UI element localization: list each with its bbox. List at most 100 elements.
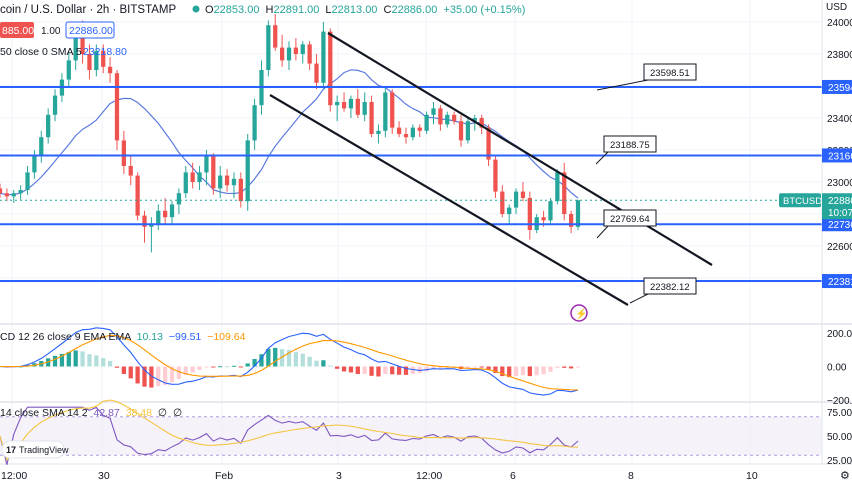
current-price-tag xyxy=(822,193,852,220)
annotation-box[interactable] xyxy=(603,135,657,153)
level-price-label: 22381 xyxy=(828,277,852,288)
tradingview-watermark[interactable]: 17 TradingView xyxy=(1,440,69,459)
annotation-box[interactable] xyxy=(603,209,657,227)
rsi-axis-label: 75.00 xyxy=(827,408,852,419)
candle-body xyxy=(87,54,92,70)
macd-axis-label: 200.00 xyxy=(827,329,852,340)
level-price-label: 22736 xyxy=(828,220,852,231)
candle-body xyxy=(369,102,374,134)
macd-histogram-bar xyxy=(128,366,133,379)
macd-histogram-bar xyxy=(273,347,278,367)
time-tick-label: 8 xyxy=(628,470,634,482)
macd-histogram-bar xyxy=(66,352,71,367)
macd-histogram-bar xyxy=(107,360,113,367)
annotation-price: 22382.12 xyxy=(650,282,690,293)
macd-histogram-bar xyxy=(156,366,161,387)
annotation-leader-line xyxy=(596,79,649,91)
macd-histogram-bar xyxy=(479,366,484,368)
macd-histogram-bar xyxy=(348,366,354,373)
candle-body xyxy=(575,200,581,227)
price-axis[interactable]: 24000.0023800.0023600.0023400.0023200.00… xyxy=(779,2,852,467)
candle-body xyxy=(376,130,381,134)
tradingview-logo-icon: 17 xyxy=(6,445,16,455)
macd-histogram-bar xyxy=(59,353,65,367)
rsi-ma-line xyxy=(0,399,579,462)
sell-button[interactable] xyxy=(0,22,34,38)
macd-histogram-bar xyxy=(231,365,237,367)
candle-body xyxy=(266,25,271,70)
macd-histogram-bar xyxy=(169,366,175,383)
market-status-icon xyxy=(192,5,200,13)
rsi-legend[interactable]: 14 close SMA 14 2 42.87 38.48 ∅ ∅ xyxy=(0,407,182,419)
candle-body xyxy=(396,127,402,134)
channel-lower-trendline[interactable] xyxy=(269,94,629,306)
candle-body xyxy=(121,140,126,166)
high-value: 22891.00 xyxy=(273,4,319,16)
rsi-value-4: ∅ xyxy=(173,407,182,419)
candle-body xyxy=(321,31,326,83)
price-annotations[interactable]: 23598.51 23188.75 22769.64 22382.12 xyxy=(595,63,697,304)
macd-histogram-bar xyxy=(190,366,195,373)
event-marker[interactable]: ⚡ xyxy=(570,304,588,322)
candle-body xyxy=(555,172,560,202)
sma-legend-value: 23218.80 xyxy=(83,46,127,58)
macd-pane xyxy=(0,327,581,396)
candle-body xyxy=(541,217,546,221)
macd-histogram-bar xyxy=(149,366,154,388)
macd-legend-label: CD 12 26 close 9 EMA EMA xyxy=(0,331,131,343)
macd-histogram-bar xyxy=(438,366,443,370)
macd-legend[interactable]: CD 12 26 close 9 EMA EMA 10.13 −99.51 −1… xyxy=(0,331,246,343)
macd-histogram-bar xyxy=(211,366,216,368)
symbol-tag xyxy=(779,193,821,208)
candle-body xyxy=(18,190,23,194)
candle-body xyxy=(4,193,10,197)
candle-body xyxy=(513,191,519,208)
candle-body xyxy=(73,38,78,61)
macd-histogram-bar xyxy=(500,366,505,377)
time-tick-label: 3 xyxy=(336,470,342,482)
candle-body xyxy=(142,215,147,227)
candle-body xyxy=(438,108,443,125)
macd-histogram-bar xyxy=(121,366,126,374)
low-value: 22813.00 xyxy=(332,4,378,16)
candle-body xyxy=(94,50,99,70)
candle-body xyxy=(293,47,299,54)
candle-body xyxy=(252,105,257,141)
level-price-tag xyxy=(822,79,852,94)
macd-histogram-bar xyxy=(355,366,360,375)
macd-histogram-bar xyxy=(163,366,168,385)
annotation-box[interactable] xyxy=(643,277,697,295)
macd-histogram-bar xyxy=(383,366,388,374)
candle-body xyxy=(183,172,188,194)
candle-body xyxy=(348,98,354,109)
macd-histogram-bar xyxy=(204,366,209,368)
symbol-title[interactable]: coin / U.S. Dollar · 2h · BITSTAMP xyxy=(0,4,176,16)
level-price-tag xyxy=(822,148,852,163)
macd-histogram-bar xyxy=(259,354,264,367)
currency-label: USD xyxy=(826,2,847,13)
candle-body xyxy=(273,25,278,48)
macd-histogram-bar xyxy=(245,363,250,367)
candle-body xyxy=(562,172,567,214)
candle-body xyxy=(156,210,161,224)
sma-legend-label[interactable]: 50 close 0 SMA 5 xyxy=(0,46,82,58)
candle-body xyxy=(458,121,464,141)
candle-body xyxy=(507,207,512,214)
ohlc-readout: O22853.00 H22891.00 L22813.00 C22886.00 … xyxy=(205,4,525,16)
low-label: L xyxy=(325,4,331,16)
annotation-price: 23598.51 xyxy=(650,68,690,79)
macd-histogram-bar xyxy=(293,352,299,367)
level-price-label: 23166 xyxy=(828,151,852,162)
candle-body xyxy=(403,134,409,138)
time-axis[interactable]: 12:00 30 Feb 3 12:00 6 8 10 xyxy=(1,470,758,482)
rsi-axis-label: 50.00 xyxy=(827,432,852,443)
rsi-value-1: 42.87 xyxy=(93,407,119,419)
current-price-label: 22886 xyxy=(828,196,852,207)
macd-histogram-bar xyxy=(266,348,271,367)
buy-button[interactable] xyxy=(65,21,115,39)
candle-body xyxy=(472,118,477,122)
annotation-box[interactable] xyxy=(643,63,697,81)
lightning-icon: ⚡ xyxy=(575,307,587,320)
settings-gear-icon[interactable]: ⚙ xyxy=(840,470,850,482)
